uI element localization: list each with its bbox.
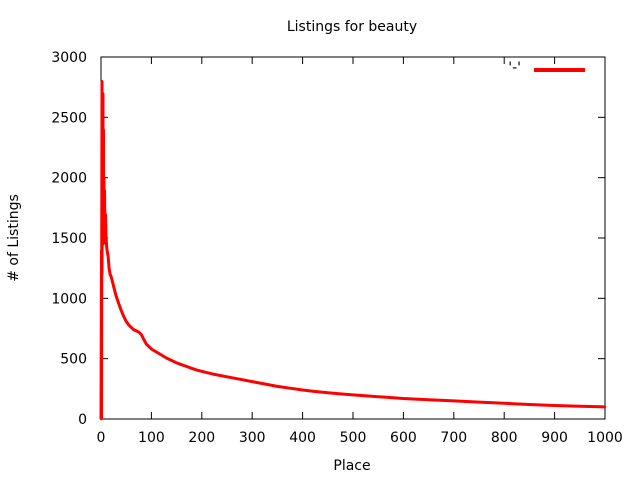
data-point	[102, 242, 105, 246]
data-point	[108, 273, 112, 276]
data-point	[130, 326, 133, 329]
plot-frame	[100, 56, 606, 420]
y-axis-ticks: 0 500 1000 1500 2000 2500 3000	[51, 50, 605, 428]
data-point	[107, 267, 111, 270]
data-point	[160, 353, 163, 357]
data-point	[165, 356, 168, 360]
y-tick-label: 0	[78, 412, 87, 428]
x-tick-label: 700	[440, 430, 467, 446]
data-point	[127, 323, 130, 327]
data-point	[101, 92, 105, 95]
data-point	[105, 248, 109, 252]
data-point	[100, 273, 104, 276]
data-point	[503, 402, 506, 405]
data-point	[104, 236, 108, 240]
y-axis-label: # of Listings	[6, 194, 22, 282]
data-point	[117, 302, 120, 305]
data-point	[225, 375, 229, 378]
y-tick-label: 2500	[51, 110, 87, 126]
data-point	[135, 329, 138, 333]
data-point	[102, 128, 105, 131]
data-point	[314, 390, 317, 393]
chart-title: Listings for beauty	[287, 19, 417, 35]
y-tick-label: 3000	[51, 50, 87, 66]
x-tick-label: 0	[97, 430, 106, 446]
x-tick-label: 400	[289, 430, 316, 446]
data-point	[101, 224, 104, 228]
data-point	[110, 279, 114, 282]
legend-label: '-'	[508, 60, 521, 76]
x-tick-label: 800	[491, 430, 518, 446]
data-point	[427, 398, 430, 401]
x-tick-label: 1000	[587, 430, 623, 446]
data-point	[137, 330, 140, 334]
y-tick-label: 2000	[51, 171, 87, 187]
data-point	[101, 116, 104, 119]
data-point	[100, 79, 104, 83]
x-tick-label: 600	[390, 430, 417, 446]
y-tick-label: 1500	[51, 231, 87, 247]
data-point	[402, 397, 405, 400]
data-point	[170, 359, 173, 362]
data-point	[351, 393, 355, 397]
data-point	[180, 363, 183, 366]
data-point	[106, 254, 110, 258]
series-line	[99, 81, 606, 420]
y-tick-label: 500	[60, 352, 87, 368]
data-point	[120, 309, 123, 312]
data-point	[100, 417, 103, 421]
data-point	[195, 368, 198, 372]
x-tick-label: 500	[340, 430, 367, 446]
data-point	[603, 405, 607, 409]
data-point	[578, 405, 581, 408]
data-point	[103, 230, 107, 234]
x-tick-label: 100	[138, 430, 165, 446]
x-axis-ticks: 0 100 200 300 400 500 600 700 800 900 1000	[97, 57, 623, 446]
y-tick-label: 1000	[51, 291, 87, 307]
data-point	[276, 385, 279, 388]
x-axis-label: Place	[333, 458, 370, 474]
data-point	[288, 387, 292, 390]
data-point	[147, 345, 151, 348]
data-point	[145, 343, 148, 346]
x-tick-label: 200	[188, 430, 215, 446]
data-point	[114, 294, 118, 298]
data-point	[102, 176, 106, 179]
data-point	[132, 328, 135, 331]
data-point	[125, 320, 128, 323]
data-point	[263, 382, 266, 386]
data-point	[213, 373, 216, 376]
x-tick-label: 900	[541, 430, 568, 446]
data-point	[142, 338, 145, 341]
data-point	[553, 404, 556, 407]
data-point	[122, 315, 125, 318]
data-point	[140, 333, 143, 336]
data-point	[150, 347, 153, 351]
data-point	[377, 395, 380, 398]
data-point	[104, 212, 107, 216]
data-point	[528, 403, 531, 406]
data-point	[103, 188, 106, 191]
data-point	[100, 248, 103, 252]
data-point	[339, 392, 342, 396]
data-point	[175, 361, 178, 365]
data-point	[185, 365, 188, 368]
data-point	[112, 285, 115, 288]
data-point	[452, 399, 455, 403]
data-point	[251, 380, 254, 383]
data-point	[155, 350, 158, 354]
data-point	[238, 378, 241, 381]
x-tick-label: 300	[239, 430, 266, 446]
data-point	[200, 370, 203, 373]
data-point	[301, 388, 304, 392]
data-point	[109, 275, 113, 278]
data-point	[102, 236, 106, 240]
data-point	[477, 400, 481, 404]
data-point	[326, 391, 329, 394]
series-points	[99, 79, 607, 421]
data-point	[190, 367, 193, 370]
